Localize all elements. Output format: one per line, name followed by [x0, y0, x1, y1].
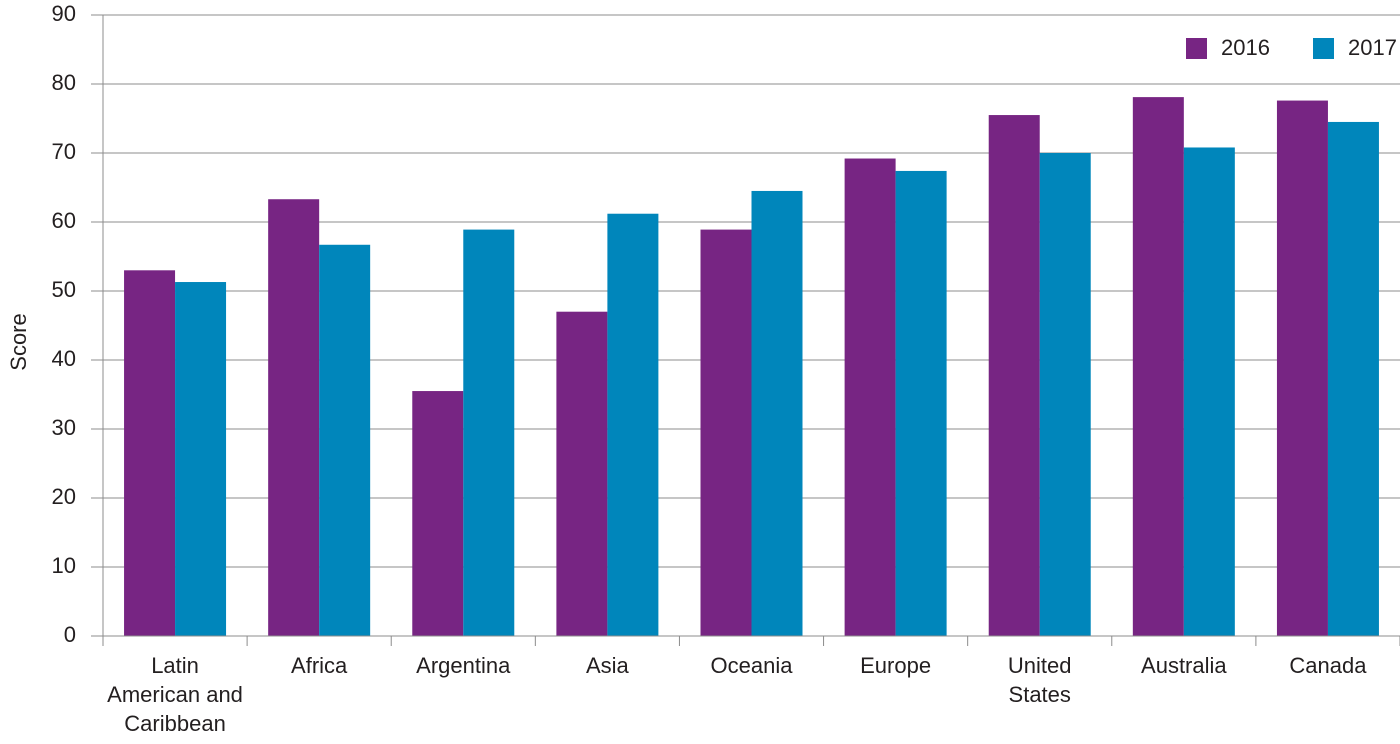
y-tick-label: 30 [52, 415, 76, 440]
bar-2016 [556, 311, 608, 636]
x-category-label: Argentina [416, 653, 511, 678]
bar-2017 [895, 170, 947, 636]
y-tick-label: 20 [52, 484, 76, 509]
bar-2017 [607, 213, 659, 636]
bars [124, 97, 1379, 637]
y-tick-label: 50 [52, 277, 76, 302]
x-category-label-line: Caribbean [124, 711, 226, 736]
bar-2017 [463, 229, 515, 636]
x-category-label-line: Asia [586, 653, 630, 678]
x-category-label: Australia [1141, 653, 1227, 678]
x-category-label: Asia [586, 653, 630, 678]
x-category-label-line: Australia [1141, 653, 1227, 678]
x-category-label: Latin American and Caribbean [107, 653, 243, 736]
bar-2017 [1039, 153, 1091, 636]
x-axis [91, 15, 1400, 646]
x-category-label: United States [1008, 653, 1072, 707]
x-category-label-line: United [1008, 653, 1072, 678]
x-category-label-line: Africa [291, 653, 348, 678]
category-labels: Latin American and Caribbean Africa Argentin… [107, 653, 1367, 736]
legend-label-2017: 2017 [1348, 35, 1397, 60]
bar-2017 [1327, 121, 1379, 636]
x-category-label-line: Europe [860, 653, 931, 678]
x-category-label: Europe [860, 653, 931, 678]
y-tick-label: 70 [52, 139, 76, 164]
x-category-label: Canada [1289, 653, 1367, 678]
y-tick-label: 90 [52, 1, 76, 26]
legend-label-2016: 2016 [1221, 35, 1270, 60]
bar-2017 [175, 282, 227, 636]
x-category-label-line: American and [107, 682, 243, 707]
x-category-label-line: Latin [151, 653, 199, 678]
bar-2016 [412, 391, 464, 636]
x-category-label-line: States [1009, 682, 1071, 707]
bar-2016 [268, 199, 320, 637]
y-axis-ticks: 0 10 20 30 40 50 60 70 80 90 [52, 1, 76, 647]
x-category-label-line: Canada [1289, 653, 1367, 678]
bar-2016 [988, 115, 1040, 637]
x-category-label-line: Oceania [711, 653, 794, 678]
y-tick-label: 60 [52, 208, 76, 233]
legend-swatch-2017 [1313, 38, 1334, 59]
legend-swatch-2016 [1186, 38, 1207, 59]
y-tick-label: 0 [64, 622, 76, 647]
bar-2016 [1276, 100, 1328, 636]
x-category-label: Oceania [711, 653, 794, 678]
bar-2017 [1183, 147, 1235, 637]
bar-2017 [319, 244, 371, 636]
bar-2016 [124, 270, 176, 636]
x-category-label-line: Argentina [416, 653, 511, 678]
bar-2016 [1132, 97, 1184, 637]
legend: 2016 2017 [1186, 35, 1397, 60]
y-tick-label: 80 [52, 70, 76, 95]
bar-2016 [844, 158, 896, 636]
bar-2016 [700, 229, 752, 636]
y-tick-label: 40 [52, 346, 76, 371]
y-tick-label: 10 [52, 553, 76, 578]
bar-2017 [751, 190, 803, 636]
x-category-label: Africa [291, 653, 348, 678]
y-axis-title: Score [6, 313, 31, 370]
